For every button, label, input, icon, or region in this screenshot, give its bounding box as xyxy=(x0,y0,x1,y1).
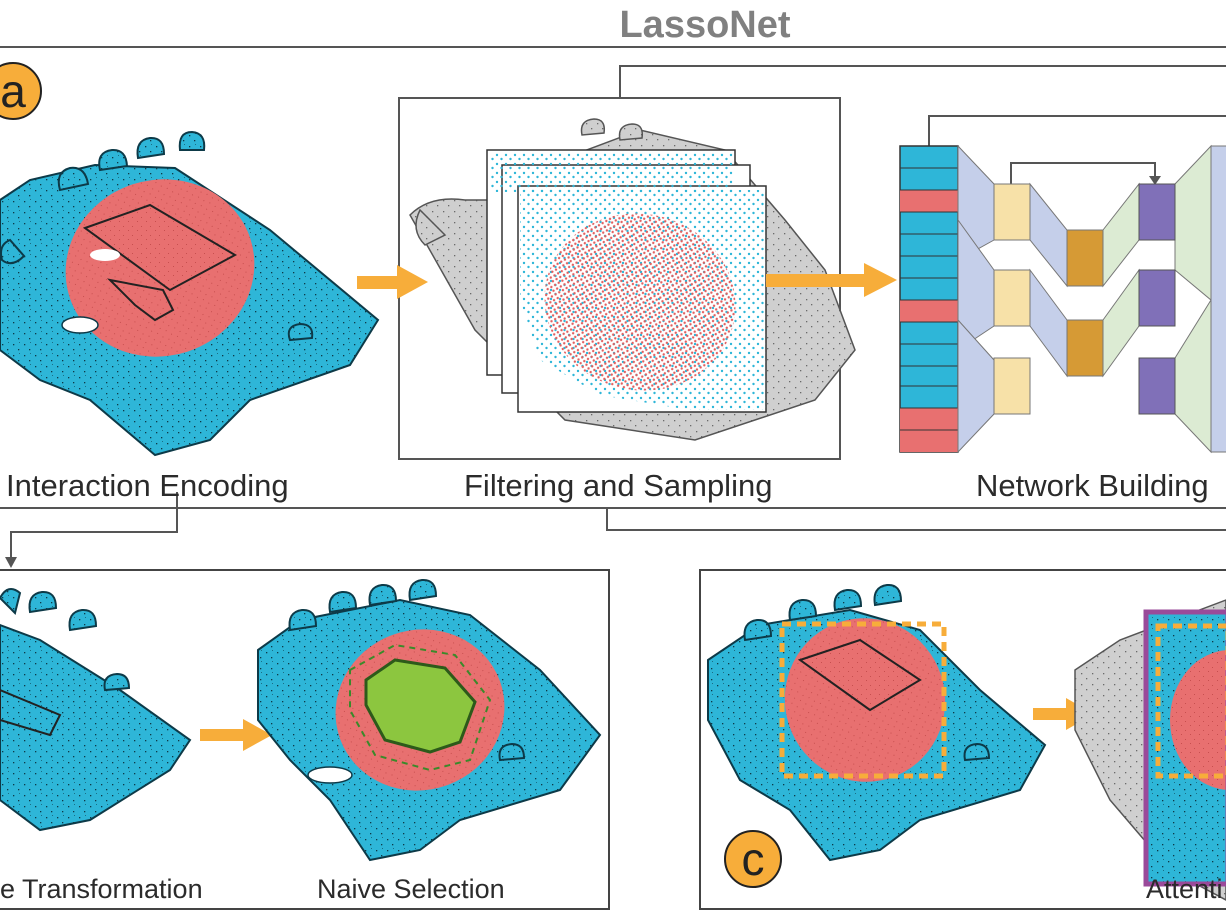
arrow-encoding-to-filtering xyxy=(357,265,428,299)
scene-network-building xyxy=(899,144,1226,454)
panel-b-frame xyxy=(0,569,610,910)
scene-transformation xyxy=(0,588,192,832)
panel-c-badge: c xyxy=(724,830,782,888)
scene-attention-left xyxy=(707,583,1047,862)
step-label-network-building: Network Building xyxy=(976,468,1209,503)
panel-c-frame xyxy=(699,569,1226,910)
top-panel-frame xyxy=(0,46,1226,509)
scene-naive-selection xyxy=(257,578,602,862)
arrow-filtering-to-network xyxy=(766,263,897,297)
connector-arrowhead-network xyxy=(1149,176,1161,185)
scene-interaction-encoding xyxy=(0,130,380,457)
step-label-attention: Attenti xyxy=(1146,874,1223,904)
diagram-title: LassoNet xyxy=(619,4,791,46)
step-label-filtering-sampling: Filtering and Sampling xyxy=(464,468,773,503)
connector-lines xyxy=(10,65,1226,560)
step-label-transformation: e Transformation xyxy=(0,874,203,904)
arrow-transformation-to-selection xyxy=(200,719,272,751)
connector-arrowhead-panel-b xyxy=(5,557,17,568)
step-label-naive-selection: Naive Selection xyxy=(317,874,505,904)
scene-attention-right xyxy=(1074,599,1226,901)
step-label-interaction-encoding: Interaction Encoding xyxy=(6,468,289,503)
